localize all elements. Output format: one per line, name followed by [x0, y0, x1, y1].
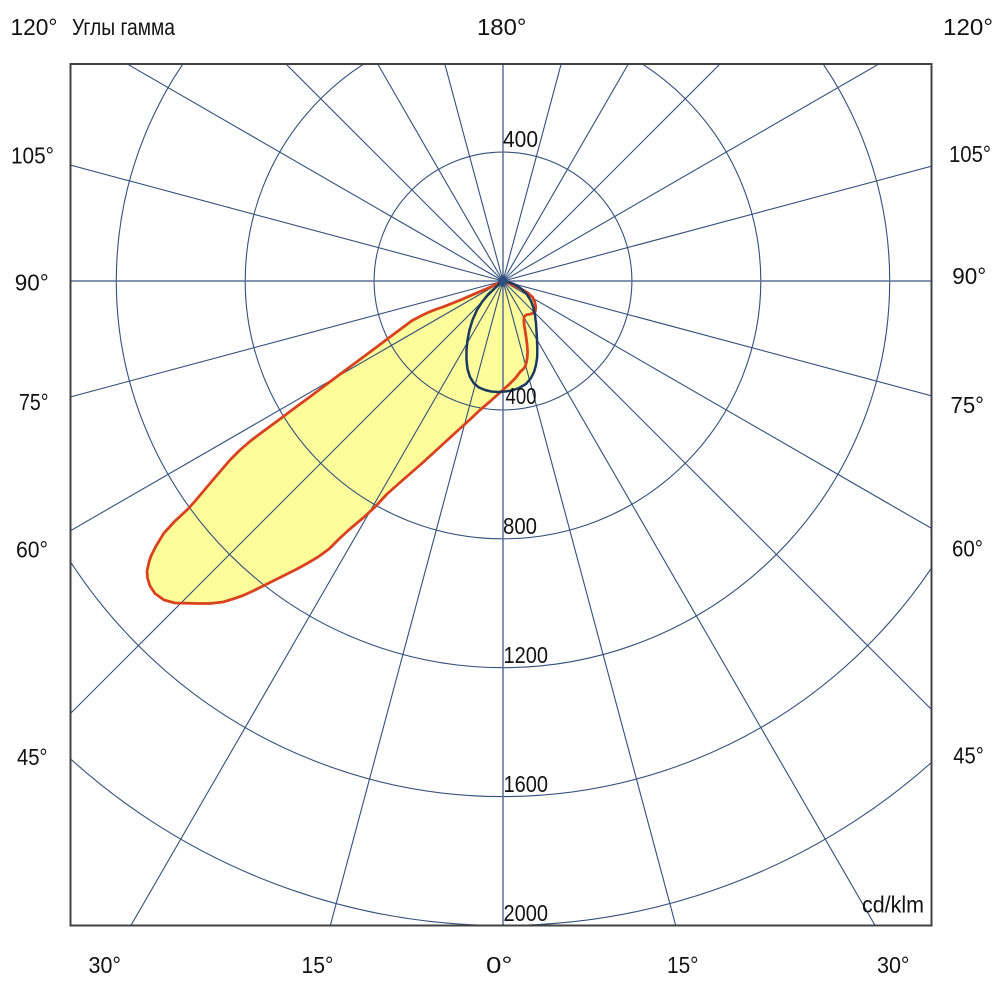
- svg-text:180°: 180°: [477, 14, 526, 40]
- svg-text:15°: 15°: [667, 952, 699, 978]
- svg-text:105°: 105°: [11, 143, 54, 169]
- svg-text:400: 400: [506, 383, 537, 409]
- svg-text:120°: 120°: [11, 14, 58, 40]
- svg-text:0°: 0°: [486, 952, 513, 978]
- svg-text:75°: 75°: [19, 389, 49, 415]
- svg-text:Углы гамма: Углы гамма: [72, 14, 176, 40]
- svg-text:60°: 60°: [952, 536, 983, 562]
- svg-text:1200: 1200: [504, 642, 549, 668]
- svg-text:30°: 30°: [89, 952, 122, 978]
- svg-text:2000: 2000: [504, 900, 549, 926]
- svg-text:120°: 120°: [943, 14, 993, 40]
- svg-text:cd/klm: cd/klm: [862, 892, 924, 918]
- svg-text:90°: 90°: [15, 270, 49, 296]
- svg-text:45°: 45°: [953, 743, 984, 769]
- svg-text:105°: 105°: [949, 141, 991, 167]
- svg-text:15°: 15°: [302, 952, 334, 978]
- svg-text:800: 800: [503, 513, 537, 539]
- svg-text:1600: 1600: [504, 771, 549, 797]
- svg-text:30°: 30°: [877, 952, 910, 978]
- svg-text:400: 400: [503, 126, 538, 152]
- svg-text:75°: 75°: [951, 392, 985, 418]
- svg-text:45°: 45°: [17, 744, 48, 770]
- svg-text:60°: 60°: [16, 537, 48, 563]
- svg-text:90°: 90°: [952, 263, 986, 289]
